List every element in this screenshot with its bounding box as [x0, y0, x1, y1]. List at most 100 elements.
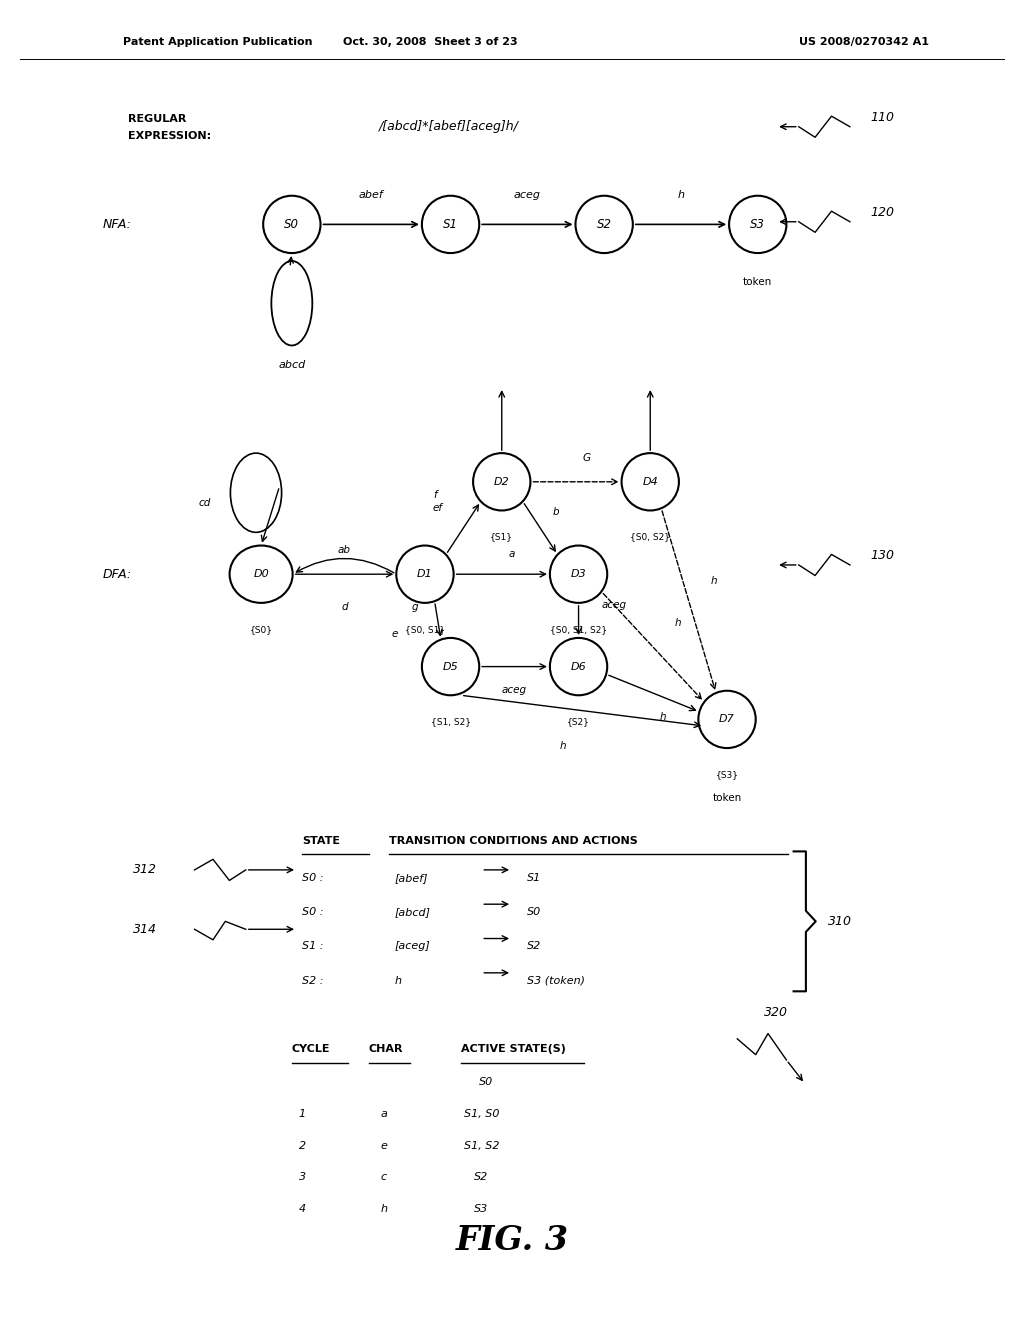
Text: b: b: [552, 507, 559, 517]
Text: TRANSITION CONDITIONS AND ACTIONS: TRANSITION CONDITIONS AND ACTIONS: [389, 836, 638, 846]
Text: NFA:: NFA:: [102, 218, 131, 231]
Text: d: d: [341, 602, 348, 612]
Ellipse shape: [229, 545, 293, 603]
Text: Patent Application Publication: Patent Application Publication: [123, 37, 312, 48]
Text: US 2008/0270342 A1: US 2008/0270342 A1: [799, 37, 929, 48]
Ellipse shape: [622, 453, 679, 511]
Text: 320: 320: [764, 1006, 788, 1019]
Text: a: a: [509, 549, 515, 560]
Text: D3: D3: [570, 569, 587, 579]
Text: CHAR: CHAR: [369, 1044, 403, 1055]
Text: h: h: [560, 741, 566, 751]
Text: h: h: [659, 711, 667, 722]
Text: cd: cd: [199, 498, 211, 508]
Text: token: token: [713, 793, 741, 804]
Text: S2: S2: [597, 218, 611, 231]
Text: c: c: [381, 1172, 387, 1183]
Text: [aceg]: [aceg]: [394, 941, 430, 952]
Text: FIG. 3: FIG. 3: [456, 1225, 568, 1257]
Text: S2: S2: [527, 941, 542, 952]
Text: {S2}: {S2}: [567, 717, 590, 726]
Text: h: h: [381, 1204, 387, 1214]
Text: 3: 3: [299, 1172, 305, 1183]
Text: aceg: aceg: [514, 190, 541, 201]
Ellipse shape: [271, 261, 312, 346]
Text: S0: S0: [479, 1077, 494, 1088]
Text: D2: D2: [494, 477, 510, 487]
Ellipse shape: [473, 453, 530, 511]
Text: Oct. 30, 2008  Sheet 3 of 23: Oct. 30, 2008 Sheet 3 of 23: [343, 37, 517, 48]
Text: {S0, S1}: {S0, S1}: [404, 624, 445, 634]
Ellipse shape: [396, 545, 454, 603]
Text: abef: abef: [358, 190, 384, 201]
Text: S2: S2: [474, 1172, 488, 1183]
Text: D0: D0: [253, 569, 269, 579]
Text: S0: S0: [285, 218, 299, 231]
Text: STATE: STATE: [302, 836, 340, 846]
Text: token: token: [743, 277, 772, 288]
Text: [abcd]: [abcd]: [394, 907, 430, 917]
Text: 110: 110: [870, 111, 894, 124]
Text: S1, S0: S1, S0: [464, 1109, 499, 1119]
Text: 314: 314: [133, 923, 157, 936]
Text: {S0}: {S0}: [250, 624, 272, 634]
Ellipse shape: [422, 195, 479, 253]
Text: h: h: [394, 975, 401, 986]
Text: S3 (token): S3 (token): [527, 975, 586, 986]
Text: f: f: [433, 490, 437, 500]
Text: S0: S0: [527, 907, 542, 917]
Text: g: g: [412, 602, 419, 612]
Text: 2: 2: [299, 1140, 305, 1151]
Ellipse shape: [698, 690, 756, 748]
Ellipse shape: [575, 195, 633, 253]
Ellipse shape: [729, 195, 786, 253]
Text: {S3}: {S3}: [716, 770, 738, 779]
Text: aceg: aceg: [602, 599, 627, 610]
Text: e: e: [391, 628, 397, 639]
Text: 310: 310: [827, 915, 852, 928]
Text: a: a: [381, 1109, 387, 1119]
Text: aceg: aceg: [502, 685, 527, 696]
Text: 130: 130: [870, 549, 894, 562]
Text: {S1, S2}: {S1, S2}: [430, 717, 471, 726]
Text: D4: D4: [642, 477, 658, 487]
Text: ab: ab: [338, 545, 351, 556]
Text: ACTIVE STATE(S): ACTIVE STATE(S): [461, 1044, 565, 1055]
Ellipse shape: [422, 638, 479, 696]
Text: {S0, S2}: {S0, S2}: [630, 532, 671, 541]
Text: S0 :: S0 :: [302, 873, 324, 883]
Text: 312: 312: [133, 863, 157, 876]
Text: CYCLE: CYCLE: [292, 1044, 331, 1055]
Text: EXPRESSION:: EXPRESSION:: [128, 131, 211, 141]
Ellipse shape: [550, 545, 607, 603]
Text: S1: S1: [527, 873, 542, 883]
Ellipse shape: [263, 195, 321, 253]
Text: e: e: [381, 1140, 387, 1151]
Text: S3: S3: [751, 218, 765, 231]
Text: S0 :: S0 :: [302, 907, 324, 917]
Text: 1: 1: [299, 1109, 305, 1119]
Text: D1: D1: [417, 569, 433, 579]
Text: h: h: [678, 190, 684, 201]
Text: h: h: [711, 576, 718, 586]
Text: S1: S1: [443, 218, 458, 231]
Text: REGULAR: REGULAR: [128, 114, 186, 124]
Text: S2 :: S2 :: [302, 975, 324, 986]
Text: G: G: [583, 453, 590, 463]
Text: S1 :: S1 :: [302, 941, 324, 952]
Ellipse shape: [550, 638, 607, 696]
Text: D5: D5: [442, 661, 459, 672]
Text: h: h: [675, 618, 682, 628]
Text: D7: D7: [719, 714, 735, 725]
Text: {S1}: {S1}: [490, 532, 513, 541]
Text: ef: ef: [433, 503, 442, 513]
Text: abcd: abcd: [279, 360, 305, 371]
Text: 120: 120: [870, 206, 894, 219]
Text: S1, S2: S1, S2: [464, 1140, 499, 1151]
Text: DFA:: DFA:: [102, 568, 131, 581]
Text: 4: 4: [299, 1204, 305, 1214]
Text: [abef]: [abef]: [394, 873, 428, 883]
Text: {S0, S1, S2}: {S0, S1, S2}: [550, 624, 607, 634]
Text: D6: D6: [570, 661, 587, 672]
Text: /[abcd]*[abef][aceg]h/: /[abcd]*[abef][aceg]h/: [379, 120, 519, 133]
